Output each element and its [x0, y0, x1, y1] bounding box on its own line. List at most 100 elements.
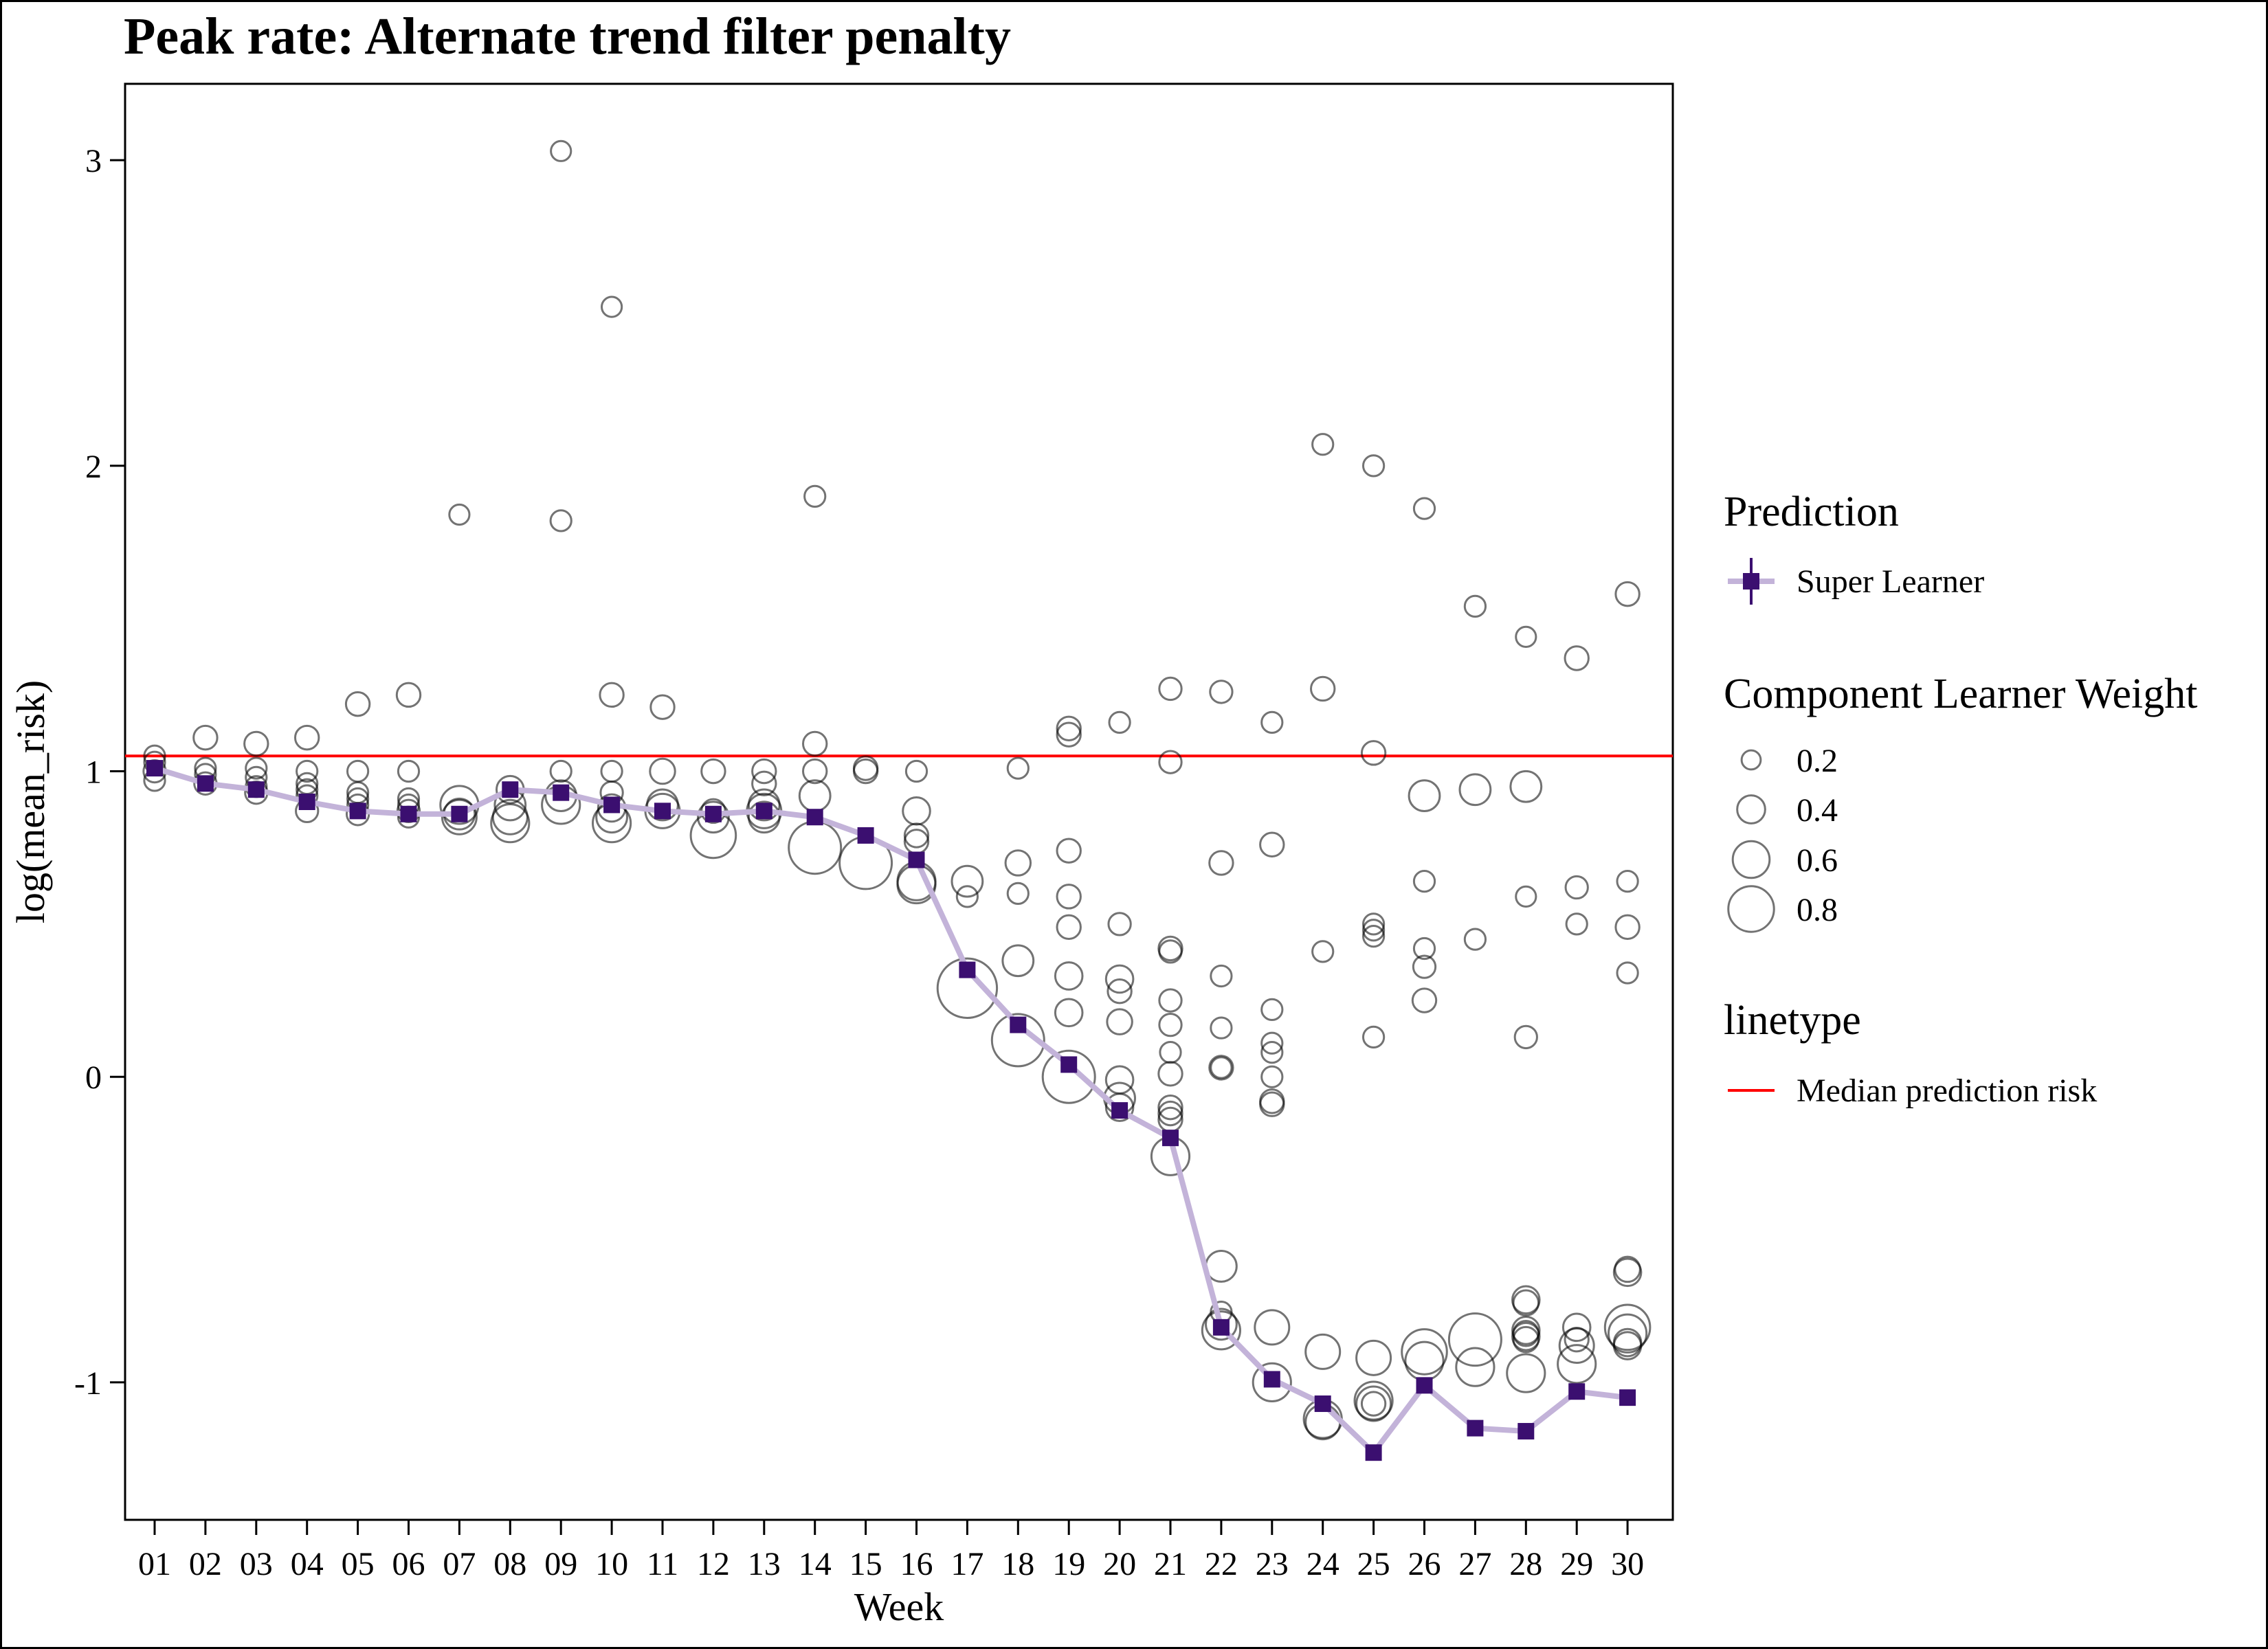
component-learner-point	[1355, 1385, 1392, 1422]
component-learner-point	[1004, 849, 1032, 877]
component-learner-point	[600, 759, 623, 783]
component-points-layer	[142, 139, 1652, 1441]
y-axis-title: log(mean_risk)	[8, 680, 53, 923]
component-learner-point	[1208, 850, 1234, 876]
super-learner-point	[654, 803, 671, 820]
component-learner-point	[747, 800, 781, 834]
legend-weight-circle	[1727, 885, 1775, 933]
x-tick-label: 22	[1205, 1546, 1238, 1582]
x-tick-label: 06	[392, 1546, 425, 1582]
component-learner-point	[1054, 998, 1084, 1028]
x-tick-label: 10	[595, 1546, 628, 1582]
y-tick-label: 1	[85, 754, 102, 791]
component-learner-point	[1614, 914, 1641, 941]
component-learner-point	[798, 779, 832, 813]
legend-key-square	[1743, 573, 1759, 590]
component-learner-point	[1361, 912, 1386, 936]
component-learner-point	[1205, 1308, 1238, 1341]
component-learner-point	[1557, 1344, 1597, 1384]
component-learner-point	[1608, 1313, 1648, 1354]
component-learner-point	[1107, 912, 1132, 936]
component-learner-point	[1564, 645, 1590, 671]
x-tick-label: 07	[443, 1546, 476, 1582]
component-learner-point	[395, 682, 422, 708]
component-learner-point	[1511, 1321, 1541, 1351]
component-learner-point	[1412, 869, 1436, 893]
x-tick-label: 14	[799, 1546, 832, 1582]
component-learner-point	[751, 770, 777, 797]
component-learner-point	[1104, 1092, 1135, 1122]
component-learner-point	[1210, 1056, 1233, 1079]
component-learner-point	[192, 724, 219, 751]
component-learner-point	[1260, 1065, 1284, 1088]
component-learner-point	[1612, 1331, 1643, 1360]
component-learner-point	[1310, 675, 1336, 702]
plot-panel	[124, 82, 1674, 1521]
component-learner-point	[550, 139, 572, 162]
y-tick-label: 3	[85, 143, 102, 179]
component-learner-point	[346, 759, 370, 783]
component-learner-point	[1158, 750, 1183, 774]
y-tick-label: -1	[74, 1365, 102, 1402]
legend: Prediction Super Learner Component Learner…	[1724, 489, 2197, 1109]
component-learner-point	[803, 484, 827, 508]
x-tick-label: 26	[1408, 1546, 1441, 1582]
component-learner-point	[1158, 676, 1183, 702]
component-learner-point	[1515, 625, 1537, 648]
component-learner-point	[1614, 581, 1641, 607]
x-tick-label: 30	[1611, 1546, 1644, 1582]
x-axis-title: Week	[854, 1584, 944, 1629]
component-learner-point	[1603, 1303, 1652, 1351]
super-learner-point	[1060, 1056, 1078, 1073]
component-learner-point	[1157, 1100, 1183, 1127]
component-learner-point	[1564, 875, 1589, 900]
component-learner-point	[1511, 1315, 1541, 1345]
component-learner-point	[1254, 1309, 1291, 1346]
component-learner-point	[1157, 1094, 1183, 1121]
x-tick-label: 16	[900, 1546, 933, 1582]
component-learner-point	[549, 759, 572, 783]
component-learner-point	[1107, 978, 1133, 1005]
component-learner-point	[1159, 1041, 1182, 1064]
component-learner-point	[1447, 1312, 1502, 1367]
component-learner-point	[1260, 998, 1284, 1022]
component-learner-point	[448, 503, 471, 526]
super-learner-point	[349, 803, 366, 820]
component-learner-point	[1509, 770, 1543, 803]
component-learner-point	[245, 756, 268, 780]
component-learner-point	[1259, 1091, 1285, 1117]
y-tick-label: 2	[85, 449, 102, 485]
component-learner-point	[1412, 936, 1436, 961]
super-learner-point	[553, 784, 570, 801]
component-learner-point	[1361, 919, 1386, 942]
super-learner-point	[704, 805, 722, 822]
component-learner-point	[1612, 1257, 1643, 1288]
component-learner-point	[802, 758, 828, 785]
x-tick-label: 17	[950, 1546, 983, 1582]
x-tick-label: 29	[1560, 1546, 1593, 1582]
legend-weight-circle	[1736, 794, 1766, 824]
legend-label-super-learner: Super Learner	[1797, 563, 1984, 600]
component-learner-point	[1056, 721, 1082, 748]
x-tick-label: 02	[189, 1546, 222, 1582]
x-tick-label: 18	[1001, 1546, 1034, 1582]
super-learner-point	[755, 803, 772, 820]
component-learner-point	[1401, 1328, 1448, 1376]
component-learner-point	[697, 800, 730, 834]
super-learner-point	[857, 827, 874, 844]
super-learner-point	[1517, 1423, 1535, 1440]
super-learner-point	[197, 775, 214, 792]
x-tick-label: 01	[138, 1546, 171, 1582]
component-learner-point	[1458, 773, 1492, 807]
legend-weight-circle	[1740, 749, 1762, 771]
super-learner-point	[959, 961, 976, 978]
component-learner-point	[1512, 1289, 1540, 1317]
component-learner-point	[902, 796, 931, 826]
super-learner-point	[146, 760, 163, 777]
component-learner-point	[441, 798, 478, 835]
component-learner-point	[936, 957, 999, 1019]
component-learner-point	[1512, 1325, 1540, 1354]
super-learner-point	[1619, 1389, 1636, 1406]
legend-title-prediction: Prediction	[1724, 489, 1899, 535]
